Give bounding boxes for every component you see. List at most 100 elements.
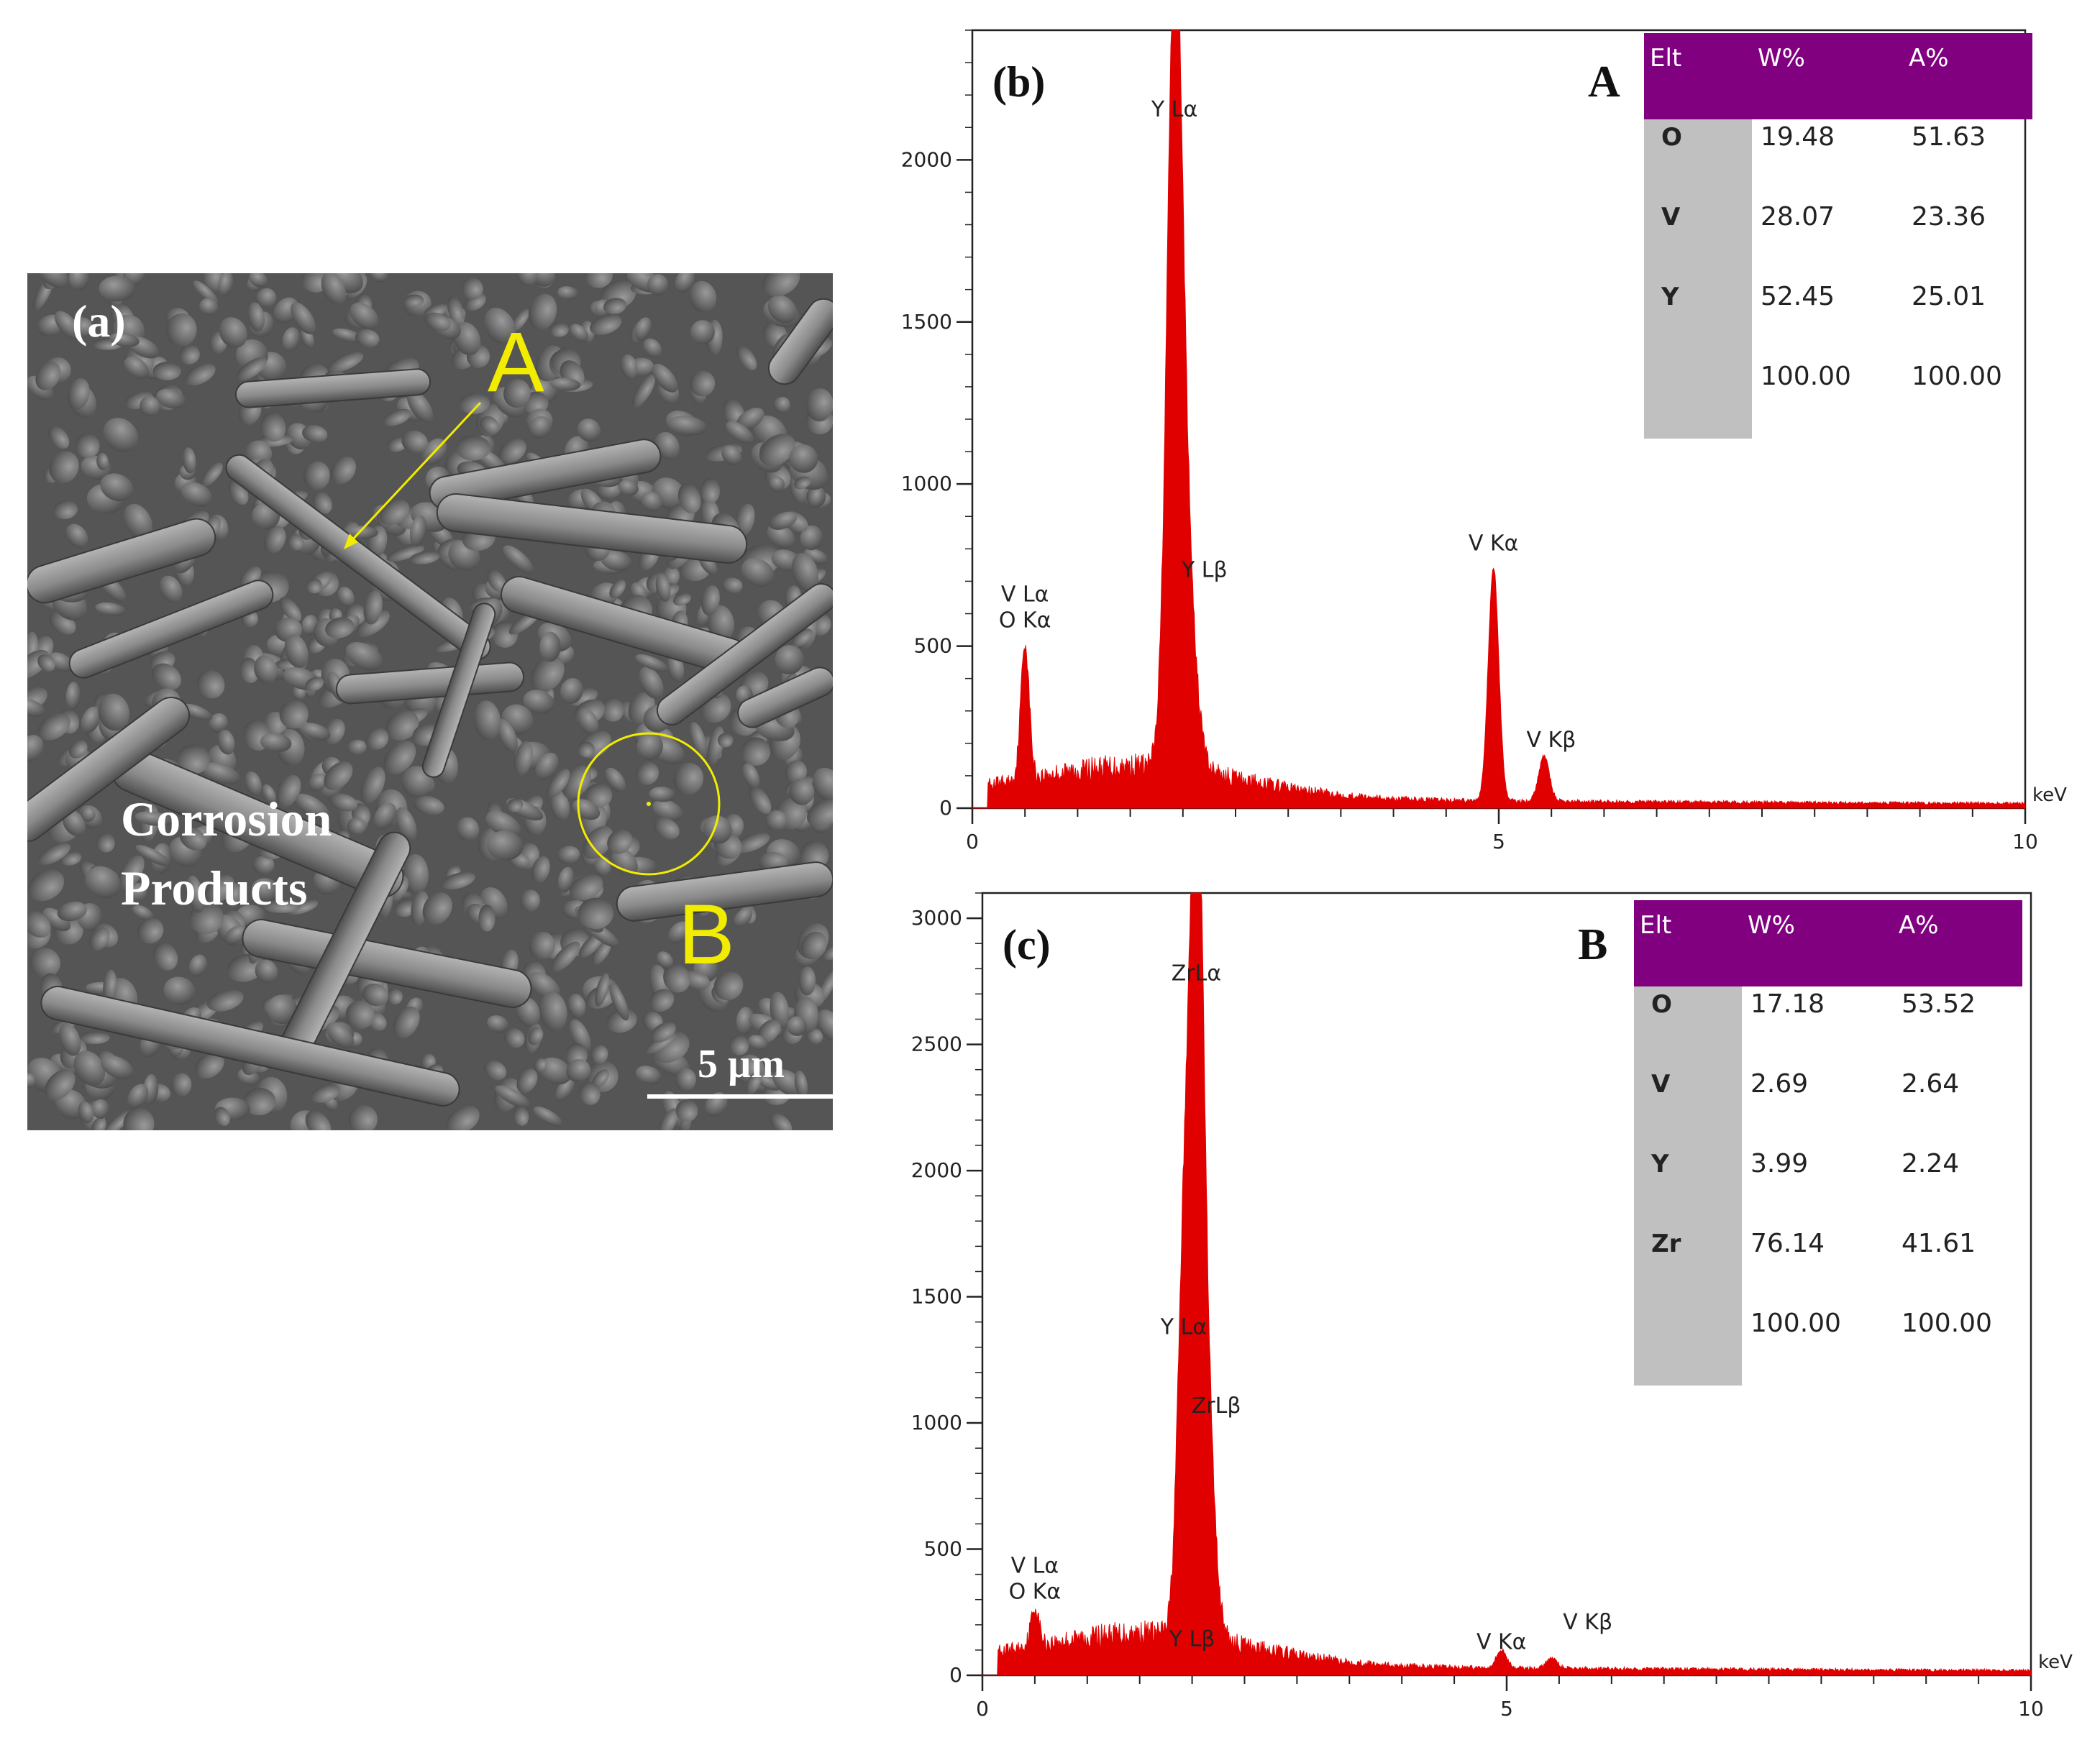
grain <box>218 273 234 297</box>
grain <box>503 1028 525 1048</box>
rod-crystal <box>68 580 274 679</box>
grain <box>176 744 211 774</box>
grain <box>577 708 599 735</box>
rod-crystal <box>225 454 491 661</box>
grain <box>592 939 612 965</box>
arrow-head <box>344 534 358 549</box>
grain <box>534 1058 548 1073</box>
y-tick-label: 2500 <box>911 1032 962 1056</box>
grain <box>387 988 403 1004</box>
grain <box>201 462 223 487</box>
grain <box>360 766 385 804</box>
grain <box>279 597 302 622</box>
table-cell: 2.24 <box>1902 1149 1959 1178</box>
table-cell: V <box>1651 1070 1671 1099</box>
grain <box>769 511 797 530</box>
peak-label: Y Lα <box>1151 97 1197 122</box>
table-header-bg <box>1634 900 2022 986</box>
grain <box>700 585 720 616</box>
grain <box>262 899 301 913</box>
grain <box>755 1074 781 1091</box>
grain <box>745 1071 762 1094</box>
grain <box>306 578 323 594</box>
grain <box>642 338 662 358</box>
grain <box>186 875 205 913</box>
grain <box>635 761 659 785</box>
grain <box>37 273 68 288</box>
grain <box>327 1022 355 1048</box>
grain <box>569 874 603 901</box>
grain <box>255 959 278 984</box>
grain <box>247 302 265 332</box>
grain <box>327 352 364 373</box>
grain <box>347 817 365 835</box>
grain <box>73 1050 106 1086</box>
rod-crystal <box>436 493 748 564</box>
rod-crystal <box>234 368 432 408</box>
grain <box>498 438 526 463</box>
grain <box>529 931 555 960</box>
grain <box>557 866 575 893</box>
table-first-column-bg <box>1644 119 1752 439</box>
grain <box>49 451 79 484</box>
table-header-bg <box>1644 33 2032 119</box>
grain <box>675 1068 697 1091</box>
grain <box>495 1085 531 1109</box>
grain <box>239 657 260 683</box>
grain <box>601 697 624 722</box>
x-unit-label: keV <box>2032 784 2067 806</box>
rod-crystal <box>657 583 833 726</box>
rod-crystal <box>27 518 216 604</box>
grain <box>713 971 744 1001</box>
grain <box>63 810 86 836</box>
composition-table: Elt W% A% O 17.18 53.52 V 2.69 2.64 Y 3.99 2.24 Zr 76… <box>1634 900 2022 1386</box>
grain <box>530 656 565 692</box>
grain <box>473 700 501 741</box>
grain <box>673 762 704 795</box>
grain <box>762 273 800 297</box>
grain <box>373 802 397 830</box>
grain <box>584 273 613 288</box>
grain <box>800 525 823 551</box>
grain <box>609 983 629 1021</box>
grain <box>413 796 444 815</box>
grain <box>101 1056 134 1079</box>
table-cell: 76.14 <box>1750 1229 1825 1258</box>
grain <box>805 388 833 422</box>
grain <box>401 430 428 453</box>
table-header-cell: W% <box>1748 911 1795 940</box>
grain <box>611 848 638 876</box>
grain <box>592 1069 610 1089</box>
grain <box>748 1035 769 1050</box>
grain <box>206 989 244 1012</box>
grain <box>487 1015 509 1033</box>
rod-crystal <box>40 986 460 1107</box>
grain <box>567 994 586 1018</box>
grain <box>447 296 464 324</box>
grain <box>663 963 690 993</box>
grain <box>566 1059 591 1083</box>
grain <box>68 740 88 759</box>
x-tick-label: 5 <box>1492 830 1505 853</box>
grain <box>812 767 833 802</box>
panel-label: (b) <box>992 58 1045 106</box>
grain <box>103 418 139 452</box>
grain <box>707 605 734 642</box>
grain <box>347 739 367 756</box>
grain <box>456 817 480 842</box>
grain <box>159 575 183 603</box>
grain <box>85 866 121 899</box>
table-cell: 100.00 <box>1750 1309 1841 1338</box>
y-tick-label: 1500 <box>911 1285 962 1309</box>
grain <box>601 550 632 572</box>
grain <box>806 1028 823 1045</box>
grain <box>557 846 580 864</box>
grain <box>789 444 818 473</box>
grain <box>635 654 669 672</box>
grain <box>555 1077 575 1102</box>
grain <box>729 1035 749 1056</box>
grain <box>100 473 134 502</box>
grain <box>733 907 753 928</box>
grain <box>305 1110 332 1130</box>
grain <box>647 274 669 296</box>
